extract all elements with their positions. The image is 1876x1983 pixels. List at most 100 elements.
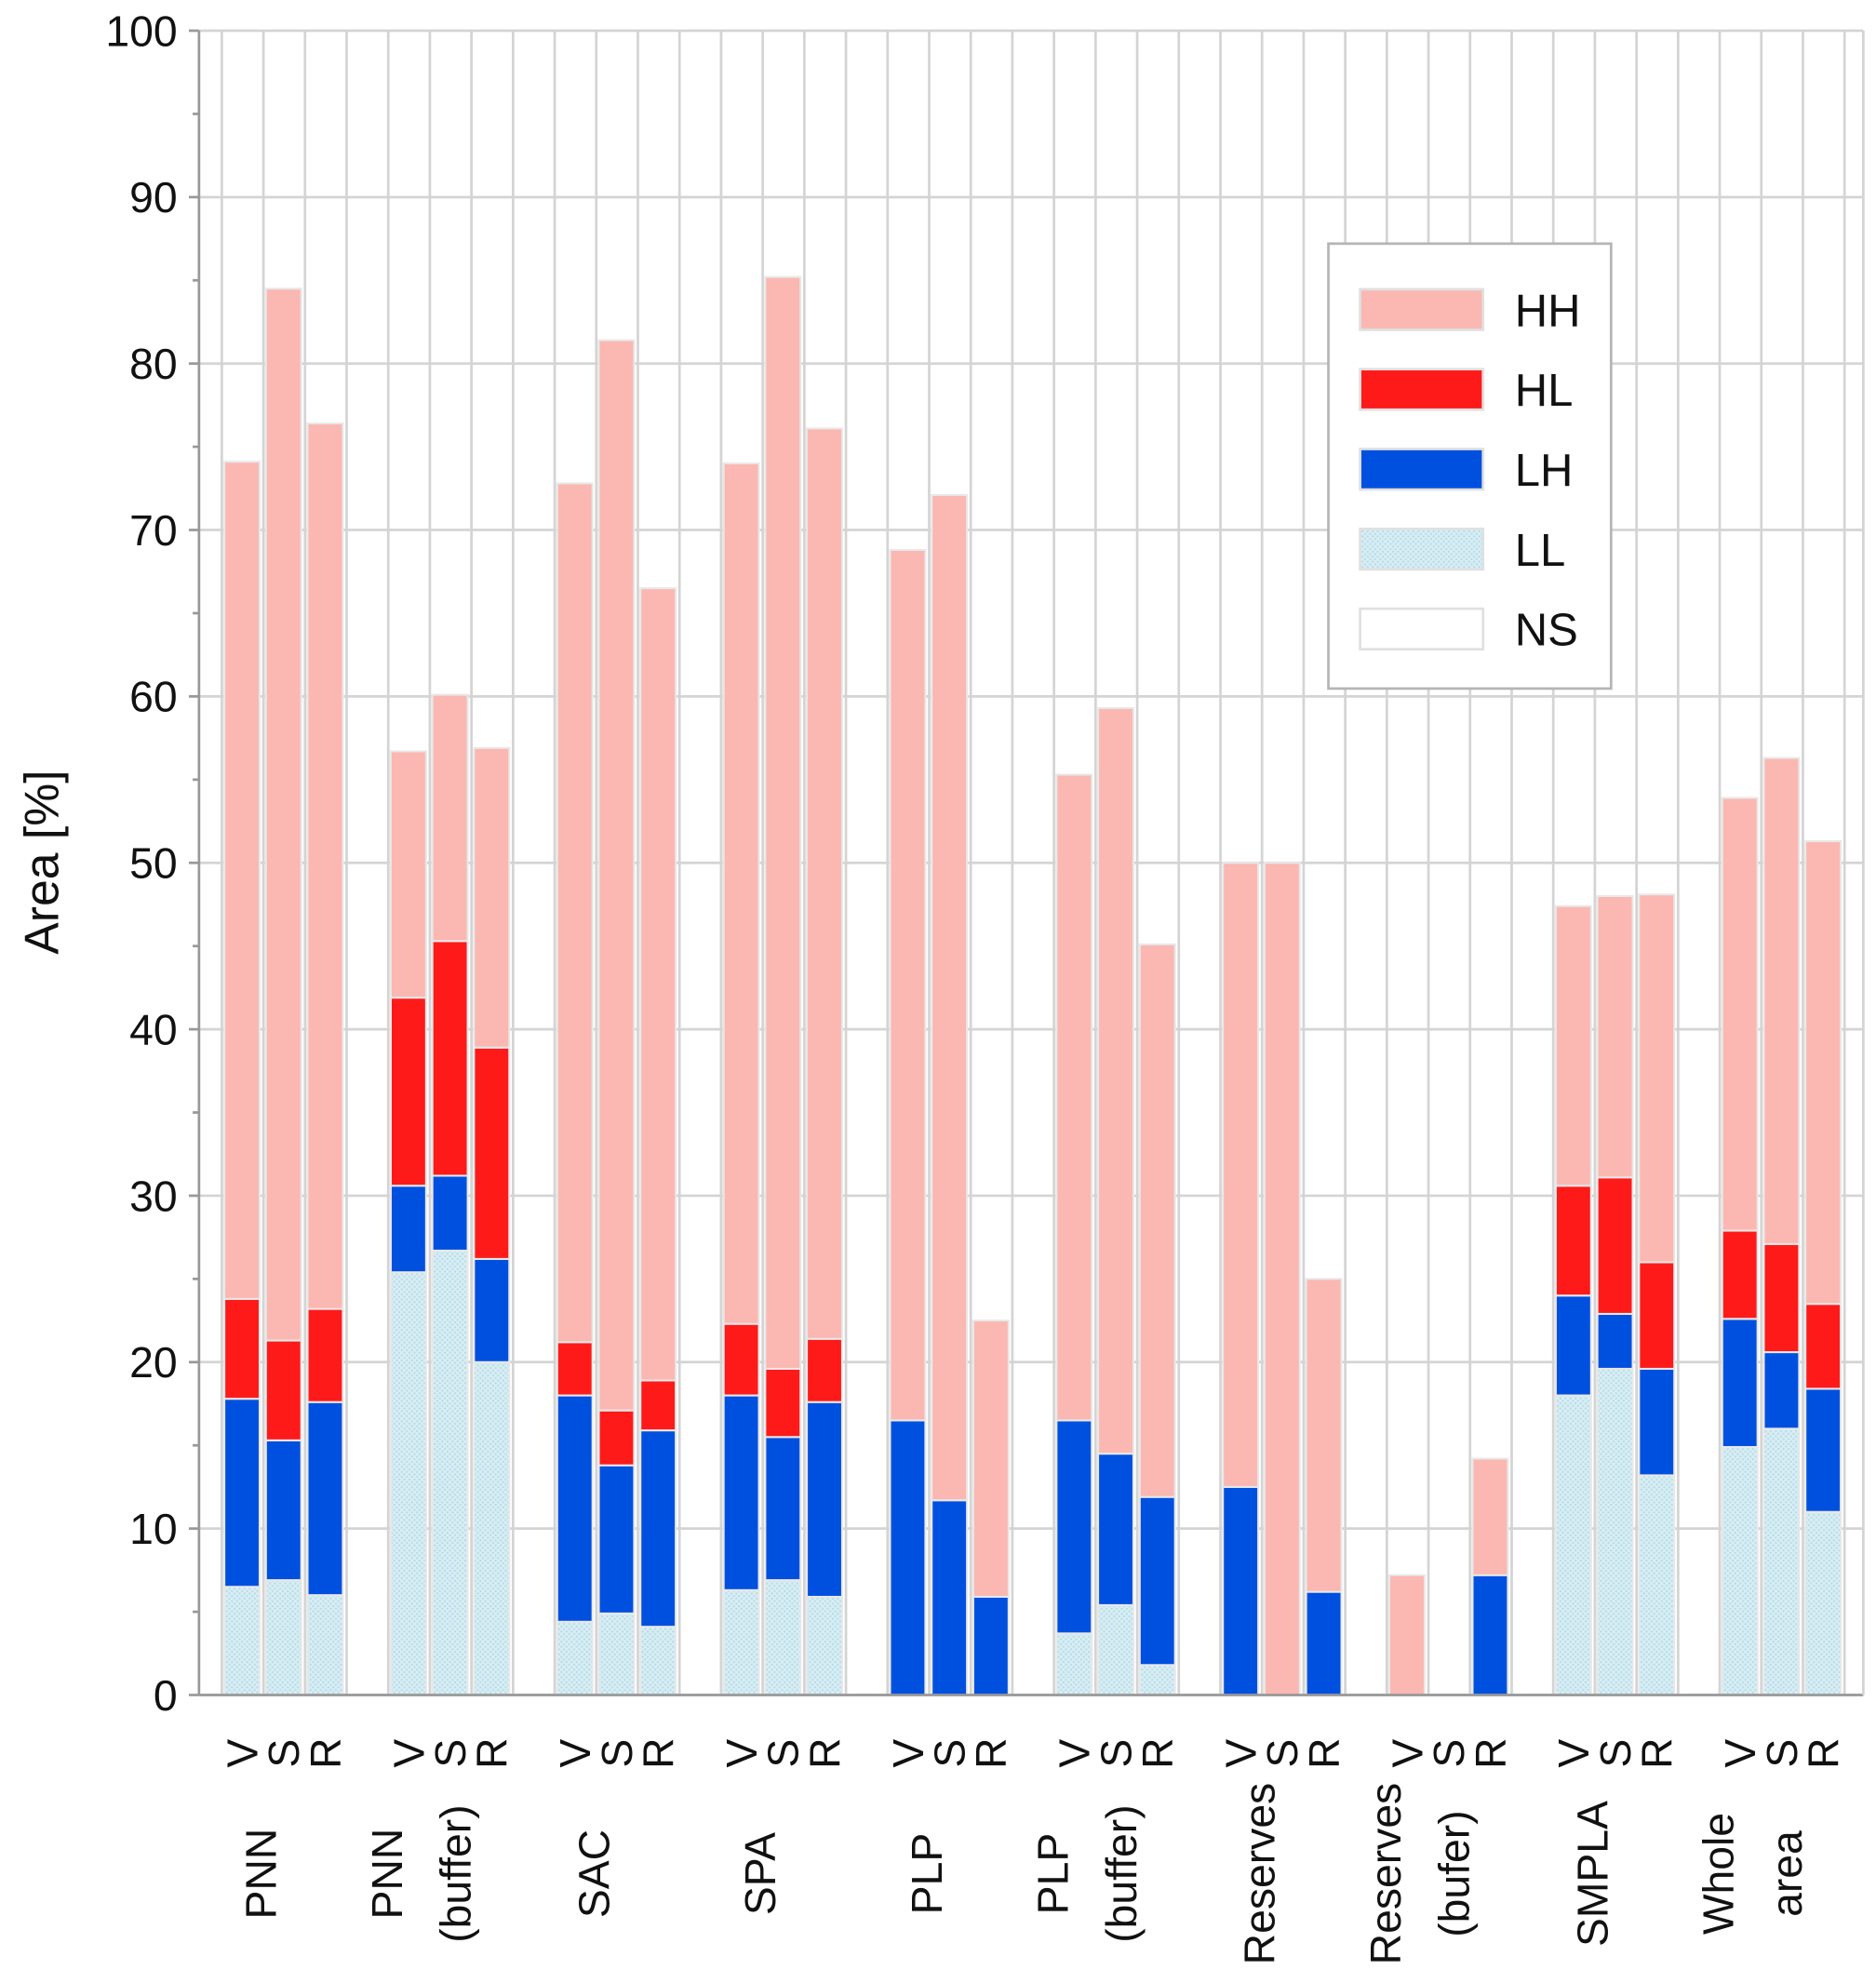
bar-segment-lh xyxy=(1721,1318,1759,1449)
bar-segment-hh xyxy=(1097,706,1134,1455)
bar-segment-hh xyxy=(1762,757,1801,1245)
bar-segment-ll xyxy=(1097,1603,1134,1696)
bar-label: V xyxy=(384,1739,433,1768)
legend-label: HL xyxy=(1515,366,1574,416)
bar-segment-hh xyxy=(556,482,594,1344)
y-tick-label: 90 xyxy=(129,173,178,221)
bar-label: V xyxy=(1051,1739,1099,1768)
bar-segment-hl xyxy=(1638,1261,1676,1370)
bar-label: S xyxy=(593,1739,641,1768)
bar-segment-lh xyxy=(1554,1294,1592,1397)
bar-label: R xyxy=(302,1737,350,1768)
bar-label: S xyxy=(1092,1739,1140,1768)
bar-segment-hl xyxy=(1554,1185,1592,1297)
bar-segment-hl xyxy=(639,1379,677,1432)
y-tick-label: 40 xyxy=(129,1005,178,1053)
bar-label: R xyxy=(468,1737,516,1768)
legend-label: HH xyxy=(1515,286,1581,336)
bar-segment-lh xyxy=(223,1398,261,1588)
bar-segment-hl xyxy=(223,1297,261,1400)
bar-segment-lh xyxy=(306,1400,344,1597)
bar-segment-ll xyxy=(473,1360,511,1696)
bar-segment-lh xyxy=(1638,1367,1676,1477)
bar-segment-hl xyxy=(1596,1176,1634,1315)
bar-label: R xyxy=(1633,1737,1682,1768)
legend-swatch-ll xyxy=(1359,527,1485,571)
group-label: (buffer) xyxy=(431,1804,479,1942)
bar-segment-ll xyxy=(556,1620,594,1696)
bar-segment-hl xyxy=(597,1409,636,1467)
bar-segment-hl xyxy=(389,997,427,1187)
bar-segment-lh xyxy=(889,1419,927,1696)
bar-label: R xyxy=(635,1737,683,1768)
bar-segment-lh xyxy=(639,1429,677,1628)
bar-segment-hl xyxy=(473,1046,511,1260)
y-tick-label: 20 xyxy=(129,1338,178,1387)
bar-segment-hh xyxy=(1222,862,1260,1488)
group-label: SPA xyxy=(736,1832,784,1915)
bar-segment-lh xyxy=(1471,1574,1509,1696)
y-tick-label: 60 xyxy=(129,673,178,721)
bar-segment-hh xyxy=(931,493,969,1502)
bar-label: S xyxy=(759,1739,808,1768)
bar-label: V xyxy=(717,1739,766,1768)
bar-segment-hh xyxy=(972,1320,1010,1598)
bar-segment-lh xyxy=(597,1464,636,1615)
bar-segment-hl xyxy=(306,1307,344,1403)
bar-label: V xyxy=(1716,1739,1764,1768)
bar-label: S xyxy=(260,1739,308,1768)
bar-segment-ll xyxy=(1762,1427,1801,1696)
bar-segment-hl xyxy=(1762,1242,1801,1354)
bar-segment-hl xyxy=(556,1341,594,1397)
bar-segment-ll xyxy=(1055,1632,1093,1696)
bar-label: V xyxy=(1549,1739,1598,1768)
y-tick-label: 100 xyxy=(105,7,177,55)
bar-label: S xyxy=(426,1739,475,1768)
bar-label: V xyxy=(1383,1739,1431,1768)
bar-segment-hh xyxy=(389,750,427,999)
group-label: PLP xyxy=(903,1833,951,1915)
bar-label: S xyxy=(1258,1739,1306,1768)
bar-segment-lh xyxy=(1596,1312,1634,1370)
bar-segment-ll xyxy=(764,1579,802,1696)
bar-label: R xyxy=(1300,1737,1348,1768)
bar-segment-ll xyxy=(389,1271,427,1696)
bar-segment-hh xyxy=(1055,773,1093,1422)
bar-segment-hh xyxy=(597,339,636,1412)
bar-segment-hh xyxy=(1305,1278,1343,1593)
bar-segment-ll xyxy=(722,1588,760,1696)
bar-segment-hl xyxy=(722,1322,760,1397)
group-label: PNN xyxy=(237,1829,286,1920)
bar-segment-lh xyxy=(1138,1495,1176,1667)
bar-label: R xyxy=(1467,1737,1515,1768)
legend-label: LH xyxy=(1515,446,1574,496)
bar-segment-hh xyxy=(431,693,469,943)
group-label: SMPLA xyxy=(1568,1801,1616,1947)
group-label: (buffer) xyxy=(1097,1804,1146,1942)
bar-segment-hl xyxy=(1721,1229,1759,1320)
group-label: area xyxy=(1762,1830,1811,1917)
bar-segment-hh xyxy=(1721,797,1759,1232)
bar-segment-hh xyxy=(1638,893,1676,1264)
group-label: Whole xyxy=(1695,1813,1743,1935)
bar-segment-ll xyxy=(431,1249,469,1696)
bar-segment-ll xyxy=(1554,1394,1592,1696)
y-tick-label: 70 xyxy=(129,506,178,555)
bar-segment-hh xyxy=(1554,904,1592,1187)
bar-segment-hl xyxy=(264,1339,302,1441)
bar-segment-hh xyxy=(1138,943,1176,1498)
y-tick-label: 10 xyxy=(129,1505,178,1553)
bar-segment-lh xyxy=(473,1257,511,1363)
bar-label: R xyxy=(1799,1737,1847,1768)
legend-swatch-lh xyxy=(1359,448,1485,491)
bars xyxy=(223,275,1842,1696)
bar-segment-lh xyxy=(1804,1387,1842,1513)
y-axis-label: Area [%] xyxy=(15,770,69,954)
bar-segment-hl xyxy=(1804,1303,1842,1390)
bar-segment-ll xyxy=(1804,1510,1842,1696)
bar-segment-hh xyxy=(722,462,760,1325)
legend-swatch-hh xyxy=(1359,288,1485,331)
group-label: Reserves xyxy=(1361,1783,1410,1965)
